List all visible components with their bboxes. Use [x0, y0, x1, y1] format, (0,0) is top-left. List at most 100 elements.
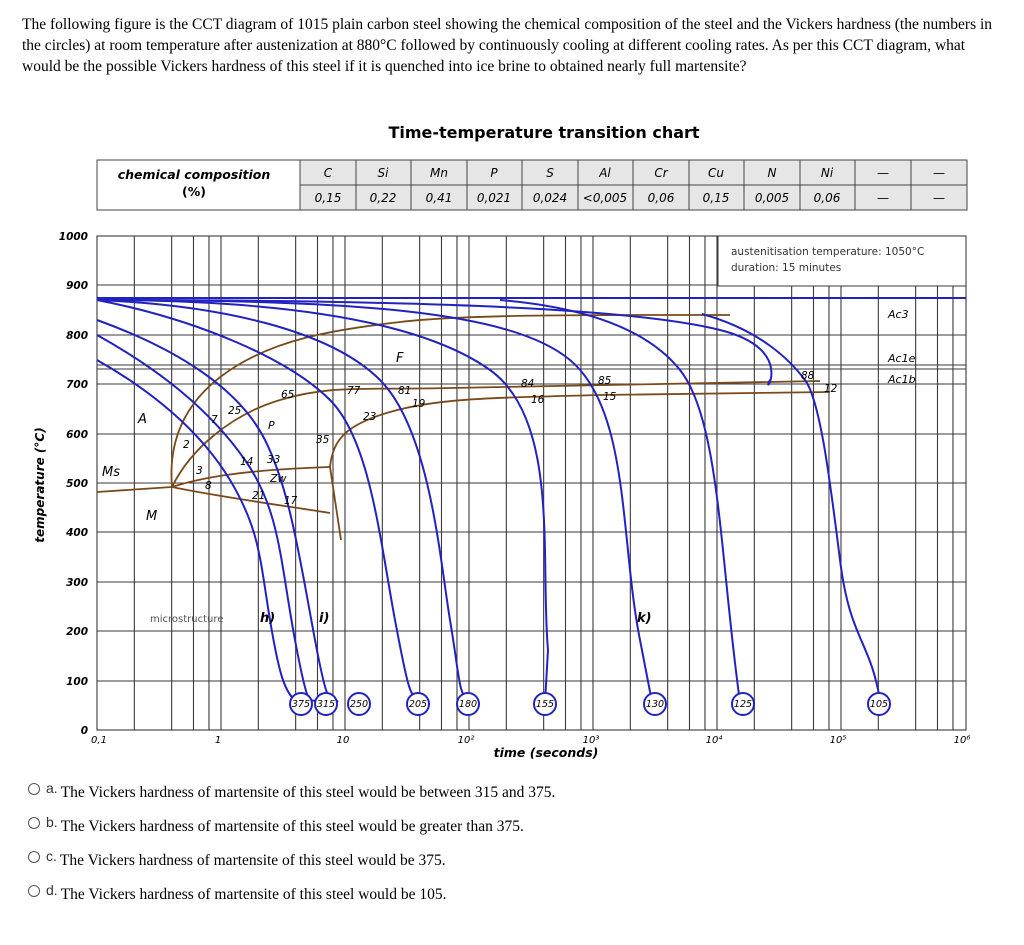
- value-blank-2: —: [933, 191, 945, 205]
- radio-b[interactable]: [28, 817, 40, 829]
- label-ac1e: Ac1e: [887, 352, 916, 365]
- label-ac3: Ac3: [887, 308, 909, 321]
- radio-d[interactable]: [28, 885, 40, 897]
- svg-text:88: 88: [801, 370, 815, 382]
- phase-boundaries: [96, 314, 831, 541]
- option-d-letter: d.: [46, 882, 58, 898]
- svg-text:125: 125: [734, 699, 752, 710]
- question-text: The following figure is the CCT diagram …: [22, 16, 993, 75]
- svg-text:400: 400: [65, 527, 88, 539]
- svg-text:77: 77: [347, 385, 361, 397]
- option-b-letter: b.: [46, 814, 58, 830]
- svg-text:33: 33: [267, 454, 280, 466]
- note-duration: duration: 15 minutes: [731, 262, 841, 274]
- composition-label: chemical composition: [118, 167, 271, 182]
- svg-text:10⁴: 10⁴: [706, 734, 723, 746]
- composition-table: chemical composition (%) C Si Mn P S Al …: [96, 159, 968, 211]
- option-a[interactable]: a. The Vickers hardness of martensite of…: [28, 776, 928, 810]
- svg-text:23: 23: [363, 411, 376, 423]
- svg-text:0: 0: [81, 725, 88, 737]
- element-al: Al: [598, 166, 611, 180]
- value-c: 0,15: [315, 191, 342, 205]
- svg-text:14: 14: [240, 456, 253, 468]
- svg-text:17: 17: [284, 495, 298, 507]
- svg-text:800: 800: [66, 330, 88, 342]
- svg-text:375: 375: [292, 699, 310, 710]
- svg-text:700: 700: [66, 379, 88, 391]
- svg-text:h): h): [260, 611, 275, 626]
- hardness-circles: 375 315 250 205 180 155 130 125 105: [289, 692, 891, 716]
- phase-labels: A F P Zw M Ms Ac3 Ac1e Ac1b: [102, 308, 916, 524]
- element-c: C: [324, 166, 333, 180]
- svg-text:900: 900: [66, 280, 88, 292]
- label-austenite: A: [137, 412, 147, 427]
- svg-text:84: 84: [521, 378, 534, 390]
- svg-text:250: 250: [350, 699, 368, 710]
- value-mn: 0,41: [426, 191, 453, 205]
- label-ac1b: Ac1b: [887, 373, 916, 386]
- option-c-letter: c.: [46, 848, 57, 864]
- svg-text:65: 65: [281, 389, 295, 401]
- radio-a[interactable]: [28, 783, 40, 795]
- option-b[interactable]: b. The Vickers hardness of martensite of…: [28, 810, 928, 844]
- svg-text:16: 16: [531, 394, 545, 406]
- svg-text:k): k): [637, 611, 652, 626]
- label-bainite: Zw: [269, 472, 287, 485]
- x-axis-label: time (seconds): [494, 745, 599, 760]
- curve-letters: h) i) k): [260, 611, 652, 626]
- svg-text:1000: 1000: [59, 231, 88, 243]
- svg-text:105: 105: [870, 699, 888, 710]
- svg-text:600: 600: [66, 429, 88, 441]
- svg-text:19: 19: [412, 398, 426, 410]
- option-b-text: The Vickers hardness of martensite of th…: [60, 818, 524, 835]
- value-s: 0,024: [533, 191, 567, 205]
- value-cr: 0,06: [648, 191, 675, 205]
- austenitisation-note: austenitisation temperature: 1050°C dura…: [717, 235, 967, 287]
- element-s: S: [546, 166, 554, 180]
- option-d-text: The Vickers hardness of martensite of th…: [60, 886, 447, 903]
- element-cr: Cr: [654, 166, 668, 180]
- option-d[interactable]: d. The Vickers hardness of martensite of…: [28, 878, 928, 912]
- plot-grid: [96, 235, 967, 731]
- value-n: 0,005: [755, 191, 789, 205]
- svg-text:205: 205: [409, 699, 427, 710]
- svg-text:1: 1: [215, 735, 221, 746]
- value-si: 0,22: [370, 191, 397, 205]
- element-p: P: [490, 166, 498, 180]
- svg-text:180: 180: [459, 699, 477, 710]
- svg-text:3: 3: [196, 465, 203, 477]
- label-ms: Ms: [102, 465, 120, 480]
- svg-text:300: 300: [66, 577, 88, 589]
- option-c[interactable]: c. The Vickers hardness of martensite of…: [28, 844, 928, 878]
- chart-title: Time-temperature transition chart: [388, 123, 699, 142]
- y-axis-ticks: 1000 900 800 700 600 500 400 300 200 100…: [59, 231, 88, 737]
- svg-text:10²: 10²: [458, 735, 475, 746]
- element-blank-1: —: [877, 166, 889, 180]
- svg-text:10³: 10³: [583, 735, 600, 746]
- note-temperature: austenitisation temperature: 1050°C: [731, 246, 924, 258]
- svg-text:35: 35: [316, 434, 330, 446]
- element-si: Si: [378, 166, 390, 180]
- cct-chart: Time-temperature transition chart chemic…: [0, 110, 1024, 770]
- svg-text:10⁶: 10⁶: [954, 735, 971, 746]
- element-cu: Cu: [708, 166, 724, 180]
- percent-labels: 2 3 8 7 25 65 14 33 21 17 35 77 23 81 19…: [183, 370, 838, 507]
- element-mn: Mn: [430, 166, 448, 180]
- svg-text:25: 25: [228, 405, 242, 417]
- svg-text:100: 100: [66, 676, 88, 688]
- label-martensite: M: [146, 509, 157, 524]
- svg-text:200: 200: [66, 626, 88, 638]
- svg-text:10: 10: [337, 735, 350, 746]
- svg-text:7: 7: [211, 414, 218, 426]
- y-axis-label: temperature (°C): [33, 427, 47, 542]
- svg-text:81: 81: [398, 385, 411, 397]
- element-n: N: [768, 166, 777, 180]
- composition-unit: (%): [182, 184, 206, 199]
- svg-text:500: 500: [66, 478, 88, 490]
- value-p: 0,021: [477, 191, 511, 205]
- svg-text:155: 155: [536, 699, 554, 710]
- svg-text:12: 12: [824, 383, 838, 395]
- radio-c[interactable]: [28, 851, 40, 863]
- option-c-text: The Vickers hardness of martensite of th…: [59, 852, 446, 869]
- element-ni: Ni: [821, 166, 834, 180]
